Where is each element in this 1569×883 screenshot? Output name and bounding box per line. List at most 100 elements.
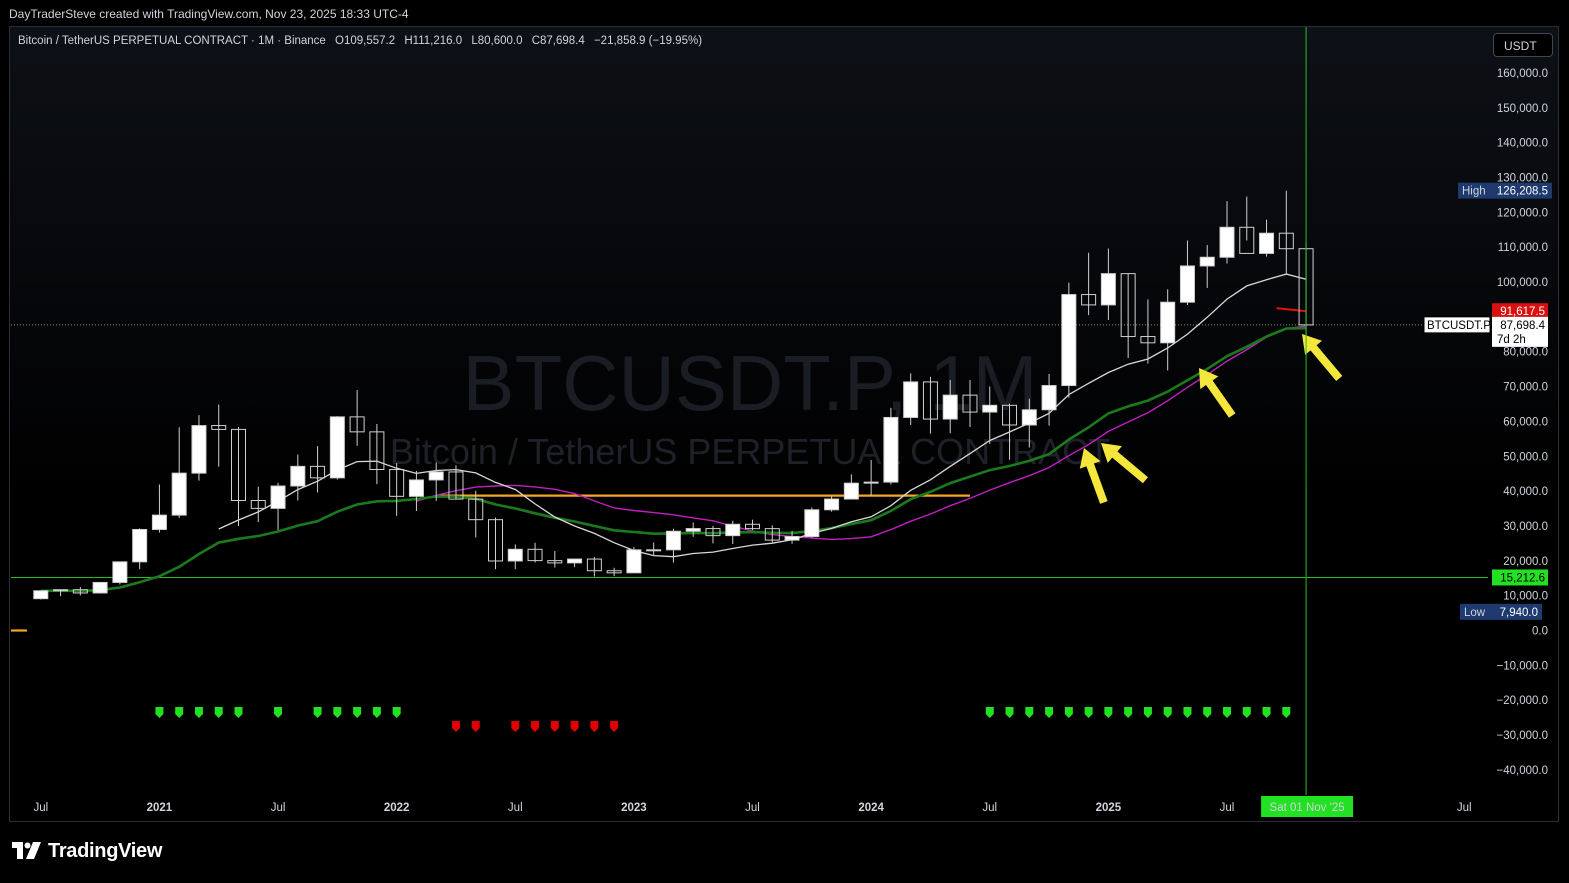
candle-body[interactable] bbox=[171, 472, 187, 516]
high-value-box bbox=[1492, 182, 1552, 199]
candle-body[interactable] bbox=[211, 425, 227, 430]
symbol-legend[interactable]: Bitcoin / TetherUS PERPETUAL CONTRACT · … bbox=[18, 35, 708, 47]
y-axis-tick-label: 50,000.0 bbox=[1503, 451, 1548, 463]
candle-body[interactable] bbox=[1160, 301, 1176, 344]
buy-signal-marker bbox=[1203, 707, 1212, 718]
candle-body[interactable] bbox=[745, 523, 761, 530]
candle-body[interactable] bbox=[1100, 273, 1116, 306]
candle-body[interactable] bbox=[112, 561, 128, 583]
candle-body[interactable] bbox=[448, 471, 464, 500]
candle-body[interactable] bbox=[1278, 232, 1294, 250]
buy-signal-marker bbox=[194, 707, 203, 718]
sell-signal-marker bbox=[570, 721, 579, 732]
annotation-arrow bbox=[1302, 334, 1343, 381]
candle-body[interactable] bbox=[369, 431, 385, 470]
candle-body[interactable] bbox=[349, 416, 365, 433]
y-axis-tick-label: 120,000.0 bbox=[1497, 207, 1548, 219]
candle-body[interactable] bbox=[883, 416, 899, 483]
tradingview-logo[interactable]: TradingView bbox=[12, 840, 162, 863]
candle-body[interactable] bbox=[646, 549, 662, 552]
candle-body[interactable] bbox=[1002, 404, 1018, 426]
candle-body[interactable] bbox=[606, 570, 622, 574]
candle-body[interactable] bbox=[1199, 256, 1215, 267]
x-axis-tick-label: 2021 bbox=[147, 802, 173, 814]
candle-body[interactable] bbox=[705, 528, 721, 537]
candle-body[interactable] bbox=[53, 589, 69, 592]
candle-body[interactable] bbox=[1041, 385, 1057, 411]
symbol-tag-label: BTCUSDT.P bbox=[1427, 320, 1491, 332]
candle-body[interactable] bbox=[764, 528, 780, 541]
candle-body[interactable] bbox=[962, 394, 978, 413]
credit-text: DayTraderSteve created with TradingView.… bbox=[9, 7, 409, 21]
legend-symbol[interactable]: Bitcoin / TetherUS PERPETUAL CONTRACT · … bbox=[18, 35, 326, 47]
y-axis-tick-label: −30,000.0 bbox=[1497, 730, 1548, 742]
magenta-moving-average[interactable] bbox=[416, 325, 1307, 541]
candle-body[interactable] bbox=[290, 465, 306, 487]
chart-area[interactable] bbox=[9, 26, 1559, 822]
candle-body[interactable] bbox=[250, 500, 266, 509]
candle-body[interactable] bbox=[942, 394, 958, 420]
watermark-description: Bitcoin / TetherUS PERPETUAL CONTRACT bbox=[390, 431, 1110, 472]
candle-body[interactable] bbox=[804, 509, 820, 538]
candle-body[interactable] bbox=[231, 428, 246, 502]
green-level-box bbox=[1492, 569, 1548, 586]
green-level-value: 15,212.6 bbox=[1500, 572, 1545, 584]
candle-body[interactable] bbox=[428, 471, 444, 481]
candle-body[interactable] bbox=[843, 482, 859, 500]
x-axis-tick-label: Jul bbox=[33, 802, 48, 814]
candle-body[interactable] bbox=[1140, 336, 1156, 344]
candle-body[interactable] bbox=[33, 590, 49, 600]
low-tag-label: Low bbox=[1464, 607, 1486, 619]
candle-body[interactable] bbox=[132, 528, 148, 563]
candle-body[interactable] bbox=[1061, 294, 1077, 387]
buy-signal-marker bbox=[234, 707, 243, 718]
annotation-arrow bbox=[1199, 368, 1236, 418]
candle-body[interactable] bbox=[1259, 232, 1275, 254]
candle-body[interactable] bbox=[1021, 409, 1037, 426]
candle-body[interactable] bbox=[527, 548, 543, 562]
buy-signal-marker bbox=[1282, 707, 1291, 718]
candle-body[interactable] bbox=[784, 536, 800, 541]
candle-body[interactable] bbox=[586, 558, 602, 572]
candle-body[interactable] bbox=[151, 514, 167, 530]
candle-body[interactable] bbox=[389, 468, 405, 497]
candle-body[interactable] bbox=[685, 528, 701, 532]
candle-body[interactable] bbox=[92, 581, 108, 594]
sell-signal-marker bbox=[471, 721, 480, 732]
candle-body[interactable] bbox=[191, 425, 207, 474]
symbol-tag bbox=[1423, 316, 1491, 334]
candle-body[interactable] bbox=[468, 498, 484, 521]
candle-body[interactable] bbox=[507, 548, 523, 562]
candle-body[interactable] bbox=[863, 481, 879, 484]
candle-body[interactable] bbox=[567, 558, 583, 564]
candle-body[interactable] bbox=[1179, 265, 1195, 303]
high-tag bbox=[1458, 182, 1492, 199]
candle-body[interactable] bbox=[725, 523, 741, 537]
high-tag-label: High bbox=[1462, 186, 1486, 198]
candle-body[interactable] bbox=[408, 479, 424, 497]
candle-body[interactable] bbox=[1081, 294, 1097, 306]
candle-body[interactable] bbox=[626, 549, 642, 574]
candle-body[interactable] bbox=[665, 530, 681, 551]
x-axis-tick-label: 2023 bbox=[621, 802, 647, 814]
currency-button[interactable]: USDT bbox=[1493, 33, 1553, 57]
candle-body[interactable] bbox=[1239, 226, 1255, 254]
candle-body[interactable] bbox=[824, 498, 840, 511]
candle-body[interactable] bbox=[329, 416, 345, 479]
brand-text: TradingView bbox=[48, 840, 163, 862]
candle-body[interactable] bbox=[1219, 226, 1235, 258]
candle-body[interactable] bbox=[310, 465, 326, 479]
bar-countdown: 7d 2h bbox=[1497, 334, 1526, 346]
candle-body[interactable] bbox=[488, 519, 504, 562]
candle-body[interactable] bbox=[922, 381, 938, 420]
buy-signal-marker bbox=[1262, 707, 1271, 718]
candle-body[interactable] bbox=[270, 485, 286, 509]
candle-body[interactable] bbox=[72, 589, 88, 594]
candle-body[interactable] bbox=[982, 404, 998, 413]
candle-body[interactable] bbox=[903, 381, 919, 418]
candle-body[interactable] bbox=[1120, 273, 1136, 338]
y-axis-tick-label: −10,000.0 bbox=[1497, 660, 1548, 672]
candle-body[interactable] bbox=[547, 560, 563, 564]
low-tag bbox=[1460, 603, 1492, 620]
